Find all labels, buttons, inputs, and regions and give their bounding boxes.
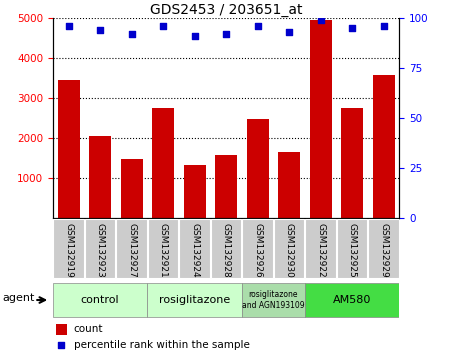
- Point: [348, 25, 356, 30]
- Bar: [57, 80, 79, 218]
- Text: AM580: AM580: [333, 295, 371, 305]
- Point: [380, 23, 387, 29]
- Text: GSM132930: GSM132930: [285, 223, 294, 278]
- FancyBboxPatch shape: [274, 219, 304, 278]
- FancyBboxPatch shape: [242, 219, 273, 278]
- Text: GSM132922: GSM132922: [316, 223, 325, 277]
- Text: GSM132919: GSM132919: [64, 223, 73, 278]
- Text: GSM132927: GSM132927: [127, 223, 136, 278]
- FancyBboxPatch shape: [148, 219, 178, 278]
- Text: GSM132929: GSM132929: [379, 223, 388, 278]
- FancyBboxPatch shape: [336, 219, 367, 278]
- Bar: [373, 74, 395, 218]
- Point: [317, 17, 324, 23]
- Bar: [89, 136, 111, 218]
- Point: [65, 23, 72, 29]
- Title: GDS2453 / 203651_at: GDS2453 / 203651_at: [150, 3, 302, 17]
- Text: GSM132926: GSM132926: [253, 223, 262, 278]
- Bar: [152, 108, 174, 218]
- Text: agent: agent: [3, 293, 35, 303]
- FancyBboxPatch shape: [242, 282, 305, 318]
- Point: [191, 33, 198, 39]
- Text: GSM132925: GSM132925: [347, 223, 357, 278]
- Text: GSM132928: GSM132928: [222, 223, 230, 278]
- Bar: [56, 324, 67, 335]
- FancyBboxPatch shape: [305, 219, 336, 278]
- Text: rosiglitazone
and AGN193109: rosiglitazone and AGN193109: [242, 290, 305, 310]
- Bar: [309, 20, 331, 218]
- FancyBboxPatch shape: [179, 219, 210, 278]
- Point: [223, 31, 230, 36]
- Bar: [215, 154, 237, 218]
- Point: [285, 29, 293, 35]
- Point: [159, 23, 167, 29]
- FancyBboxPatch shape: [116, 219, 147, 278]
- Point: [96, 27, 104, 33]
- Text: percentile rank within the sample: percentile rank within the sample: [73, 340, 249, 350]
- Bar: [246, 119, 269, 218]
- Bar: [341, 108, 363, 218]
- Text: GSM132924: GSM132924: [190, 223, 199, 277]
- FancyBboxPatch shape: [53, 219, 84, 278]
- Text: GSM132923: GSM132923: [95, 223, 105, 278]
- Bar: [278, 152, 300, 218]
- Text: count: count: [73, 324, 103, 334]
- Point: [58, 342, 65, 348]
- Text: GSM132921: GSM132921: [158, 223, 168, 278]
- Bar: [121, 159, 143, 218]
- Text: control: control: [81, 295, 119, 305]
- FancyBboxPatch shape: [211, 219, 241, 278]
- Bar: [184, 165, 206, 218]
- FancyBboxPatch shape: [368, 219, 399, 278]
- FancyBboxPatch shape: [305, 282, 399, 318]
- Point: [128, 31, 135, 36]
- FancyBboxPatch shape: [147, 282, 242, 318]
- Text: rosiglitazone: rosiglitazone: [159, 295, 230, 305]
- Point: [254, 23, 261, 29]
- FancyBboxPatch shape: [84, 219, 115, 278]
- FancyBboxPatch shape: [53, 282, 147, 318]
